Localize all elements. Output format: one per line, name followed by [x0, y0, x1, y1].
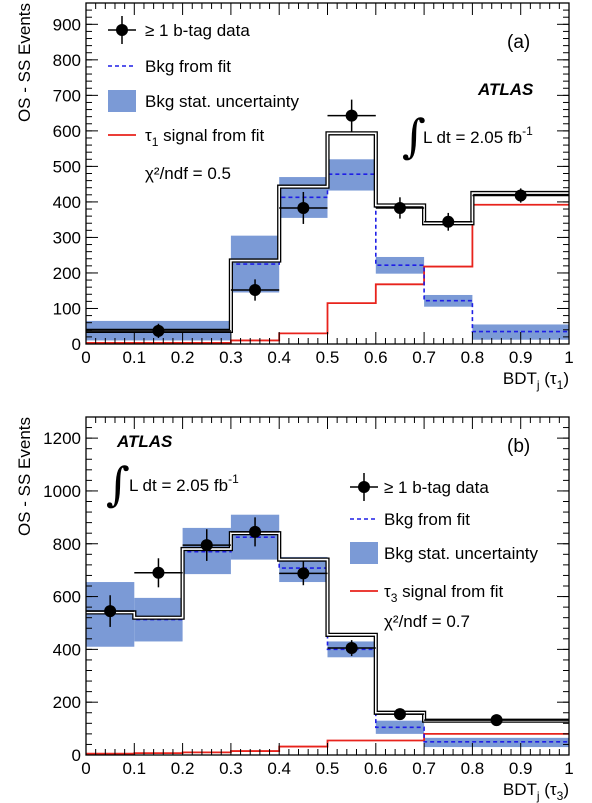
x-tick-label: 0.9 — [509, 759, 533, 778]
data-point — [104, 605, 117, 618]
x-axis-label: BDTj (τ1) — [503, 369, 569, 392]
panel-label: (b) — [507, 436, 530, 457]
chi2-label: χ²/ndf = 0.7 — [384, 612, 470, 631]
legend-data-symbol — [358, 481, 370, 493]
chi2-label: χ²/ndf = 0.5 — [145, 164, 231, 183]
legend-entry-label: ≥ 1 b-tag data — [145, 21, 250, 40]
panel-label: (a) — [507, 32, 530, 53]
y-tick-label: 700 — [53, 86, 81, 105]
x-tick-label: 0.7 — [412, 759, 436, 778]
luminosity-label: L dt = 2.05 fb-1 — [423, 124, 533, 147]
x-tick-label: 1 — [564, 759, 573, 778]
y-tick-label: 400 — [53, 640, 81, 659]
x-tick-label: 0.4 — [267, 348, 291, 367]
x-tick-label: 0.2 — [171, 348, 195, 367]
legend-entry-label: Bkg from fit — [145, 57, 231, 76]
data-point — [249, 284, 262, 297]
x-tick-label: 0.5 — [316, 759, 340, 778]
x-tick-label: 0.8 — [461, 759, 485, 778]
luminosity-label: L dt = 2.05 fb-1 — [129, 472, 239, 495]
y-tick-label: 300 — [53, 228, 81, 247]
y-tick-label: 200 — [53, 264, 81, 283]
x-tick-label: 0.1 — [122, 759, 146, 778]
data-point — [200, 539, 213, 552]
x-tick-label: 0.8 — [461, 348, 485, 367]
y-tick-label: 200 — [53, 693, 81, 712]
y-tick-label: 400 — [53, 193, 81, 212]
legend-entry-label: τ3 signal from fit — [384, 582, 503, 605]
x-tick-label: 0.9 — [509, 348, 533, 367]
y-tick-label: 600 — [53, 588, 81, 607]
data-point — [152, 324, 165, 337]
x-tick-label: 1 — [564, 348, 573, 367]
legend-entry-label: ≥ 1 b-tag data — [384, 478, 489, 497]
data-point — [249, 525, 262, 538]
y-axis-label: OS - SS Events — [15, 417, 34, 536]
legend-data-symbol — [116, 24, 128, 36]
x-tick-label: 0.1 — [122, 348, 146, 367]
legend-entry-label: Bkg stat. uncertainty — [145, 92, 300, 111]
legend-uncertainty-symbol — [350, 542, 378, 564]
x-tick-label: 0.3 — [219, 759, 243, 778]
x-tick-label: 0 — [81, 348, 90, 367]
x-tick-label: 0.6 — [364, 348, 388, 367]
experiment-label: ATLAS — [116, 432, 173, 451]
x-tick-label: 0.7 — [412, 348, 436, 367]
legend-entry-label: τ1 signal from fit — [145, 126, 264, 149]
y-tick-label: 900 — [53, 15, 81, 34]
integral-sign: ∫ — [402, 109, 426, 163]
data-point — [152, 566, 165, 579]
y-tick-label: 1200 — [43, 429, 81, 448]
data-point — [514, 189, 527, 202]
y-axis-label: OS - SS Events — [15, 3, 34, 122]
data-point — [297, 567, 310, 580]
x-tick-label: 0.2 — [171, 759, 195, 778]
y-tick-label: 800 — [53, 535, 81, 554]
data-point — [490, 714, 503, 727]
data-point — [297, 201, 310, 214]
x-axis-label: BDTj (τ3) — [503, 780, 569, 803]
data-point — [345, 109, 358, 122]
signal-fit-line — [86, 203, 569, 344]
y-tick-label: 600 — [53, 122, 81, 141]
legend-uncertainty-symbol — [108, 90, 136, 112]
x-tick-label: 0.3 — [219, 348, 243, 367]
x-tick-label: 0 — [81, 759, 90, 778]
integral-sign: ∫ — [106, 457, 130, 511]
y-tick-label: 500 — [53, 157, 81, 176]
x-tick-label: 0.5 — [316, 348, 340, 367]
y-tick-label: 100 — [53, 299, 81, 318]
data-point — [393, 201, 406, 214]
total-fit-line-inner — [86, 132, 569, 332]
data-point — [442, 215, 455, 228]
y-tick-label: 0 — [72, 335, 81, 354]
uncertainty-band — [375, 720, 425, 734]
panel-b: 0 0.1 0.2 0.3 0.4 0.5 0.6 0.7 0.8 0.9 1 0 200 400 600 8… — [15, 416, 574, 803]
experiment-label: ATLAS — [477, 80, 534, 99]
data-point — [393, 708, 406, 721]
panel-a: 0 0.1 0.2 0.3 0.4 0.5 0.6 0.7 0.8 0.9 1 0 100 200 300 4… — [15, 2, 574, 392]
legend-entry-label: Bkg stat. uncertainty — [384, 544, 539, 563]
x-tick-label: 0.4 — [267, 759, 291, 778]
x-tick-label: 0.6 — [364, 759, 388, 778]
background-fit-line — [86, 173, 569, 333]
y-tick-label: 800 — [53, 51, 81, 70]
legend-entry-label: Bkg from fit — [384, 510, 470, 529]
y-tick-label: 1000 — [43, 482, 81, 501]
data-point — [345, 642, 358, 655]
y-tick-label: 0 — [72, 746, 81, 765]
